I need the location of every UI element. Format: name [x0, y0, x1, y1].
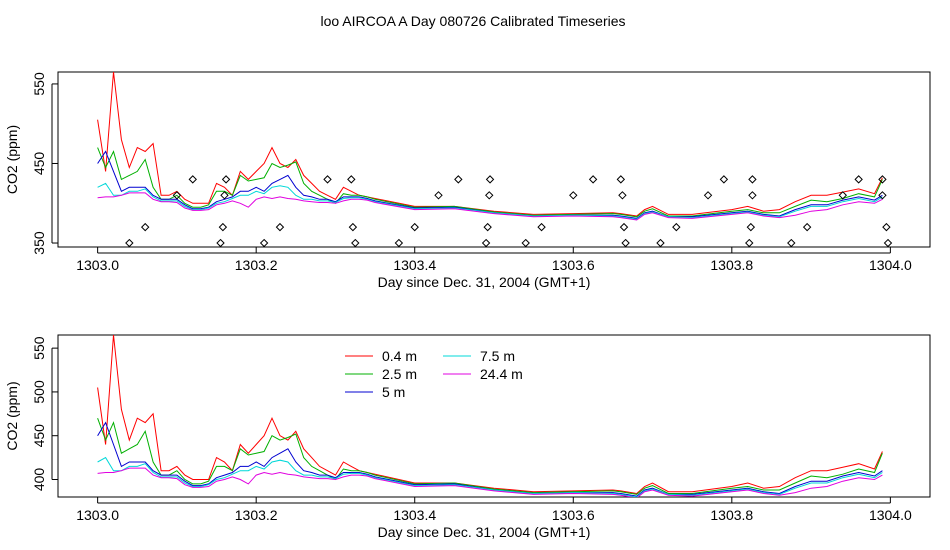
- main-title: loo AIRCOA A Day 080726 Calibrated Times…: [320, 13, 625, 29]
- diamond-marker: [220, 191, 229, 200]
- diamond-marker: [483, 222, 492, 232]
- legend-label: 0.4 m: [382, 348, 417, 364]
- diamond-marker: [537, 222, 546, 232]
- legend-label: 24.4 m: [480, 366, 523, 382]
- diamond-marker: [125, 238, 134, 248]
- y-axis-title: CO2 (ppm): [4, 125, 20, 194]
- diamond-marker: [619, 222, 629, 232]
- diamond-marker: [410, 222, 419, 232]
- y-tick-label: 450: [31, 152, 47, 176]
- x-tick-label: 1304.0: [869, 257, 912, 273]
- diamond-marker: [323, 175, 332, 184]
- series-line-24-4-m: [97, 192, 883, 221]
- diamond-marker: [588, 175, 598, 184]
- legend: 0.4 m 2.5 m 5 m 7.5 m 24.4 m: [345, 348, 523, 400]
- diamond-marker: [618, 191, 627, 200]
- marker-group: [125, 175, 893, 248]
- diamond-marker: [748, 175, 757, 184]
- diamond-marker: [719, 175, 729, 184]
- diamond-marker: [347, 175, 356, 184]
- diamond-marker: [216, 238, 225, 248]
- series-line-2-5-m: [97, 418, 883, 495]
- y-axis-title: CO2 (ppm): [4, 381, 20, 450]
- plot-frame: [57, 71, 931, 248]
- diamond-marker: [485, 191, 494, 200]
- diamond-marker: [454, 175, 463, 184]
- diamond-marker: [748, 191, 757, 200]
- diamond-marker: [485, 175, 495, 184]
- diamond-marker: [616, 175, 626, 184]
- diamond-marker: [481, 238, 491, 248]
- diamond-marker: [854, 175, 863, 184]
- diamond-marker: [656, 238, 665, 248]
- x-tick-label: 1303.4: [393, 257, 436, 273]
- series-line-0-4-m: [97, 335, 883, 495]
- diamond-marker: [188, 175, 197, 184]
- diamond-marker: [745, 238, 754, 248]
- diamond-marker: [434, 191, 443, 200]
- x-axis-title: Day since Dec. 31, 2004 (GMT+1): [378, 524, 591, 540]
- series-line-7-5-m: [97, 182, 883, 220]
- y-tick-label: 550: [31, 336, 47, 360]
- x-axis-title: Day since Dec. 31, 2004 (GMT+1): [378, 274, 591, 290]
- diamond-marker: [802, 222, 812, 232]
- legend-label: 7.5 m: [480, 348, 515, 364]
- y-tick-label: 350: [31, 231, 47, 255]
- x-tick-label: 1303.8: [710, 507, 753, 523]
- x-tick-label: 1303.4: [393, 507, 436, 523]
- diamond-marker: [521, 238, 530, 248]
- diamond-marker: [351, 238, 360, 248]
- diamond-marker: [672, 222, 681, 232]
- diamond-marker: [838, 191, 848, 200]
- x-tick-label: 1303.6: [552, 257, 595, 273]
- series-group: [97, 72, 883, 221]
- x-tick-label: 1303.6: [552, 507, 595, 523]
- y-tick-label: 550: [31, 72, 47, 96]
- x-tick-label: 1304.0: [869, 507, 912, 523]
- x-tick-label: 1303.2: [235, 507, 278, 523]
- series-line-7-5-m: [97, 456, 883, 497]
- x-tick-label: 1303.0: [76, 507, 119, 523]
- diamond-marker: [787, 238, 796, 248]
- diamond-marker: [621, 238, 630, 248]
- y-tick-label: 500: [31, 380, 47, 404]
- diamond-marker: [878, 191, 887, 200]
- panel-top: 1303.0 1303.2 1303.4 1303.6 1303.8 1304.0 350 4…: [4, 71, 931, 290]
- series-line-0-4-m: [97, 72, 883, 217]
- series-line-5-m: [97, 421, 883, 497]
- x-tick-label: 1303.2: [235, 257, 278, 273]
- diamond-marker: [275, 222, 285, 232]
- panel-bottom: 1303.0 1303.2 1303.4 1303.6 1303.8 1304.0 400 4…: [4, 334, 931, 540]
- series-line-24-4-m: [97, 467, 883, 497]
- diamond-marker: [883, 238, 893, 248]
- x-tick-label: 1303.0: [76, 257, 119, 273]
- legend-label: 5 m: [382, 384, 405, 400]
- diamond-marker: [746, 222, 756, 232]
- diamond-marker: [140, 222, 150, 232]
- diamond-marker: [882, 222, 891, 232]
- y-tick-label: 400: [31, 468, 47, 492]
- diamond-marker: [394, 238, 404, 248]
- legend-label: 2.5 m: [382, 366, 417, 382]
- diamond-marker: [878, 175, 887, 184]
- x-tick-label: 1303.8: [710, 257, 753, 273]
- series-line-5-m: [97, 150, 883, 219]
- diamond-marker: [569, 191, 578, 200]
- diamond-marker: [218, 222, 228, 232]
- series-group: [97, 335, 883, 497]
- plot-frame: [57, 334, 931, 498]
- diamond-marker: [348, 222, 358, 232]
- diamond-marker: [703, 191, 713, 200]
- y-tick-label: 450: [31, 424, 47, 448]
- diamond-marker: [172, 191, 182, 200]
- diamond-marker: [259, 238, 269, 248]
- diamond-marker: [221, 175, 231, 184]
